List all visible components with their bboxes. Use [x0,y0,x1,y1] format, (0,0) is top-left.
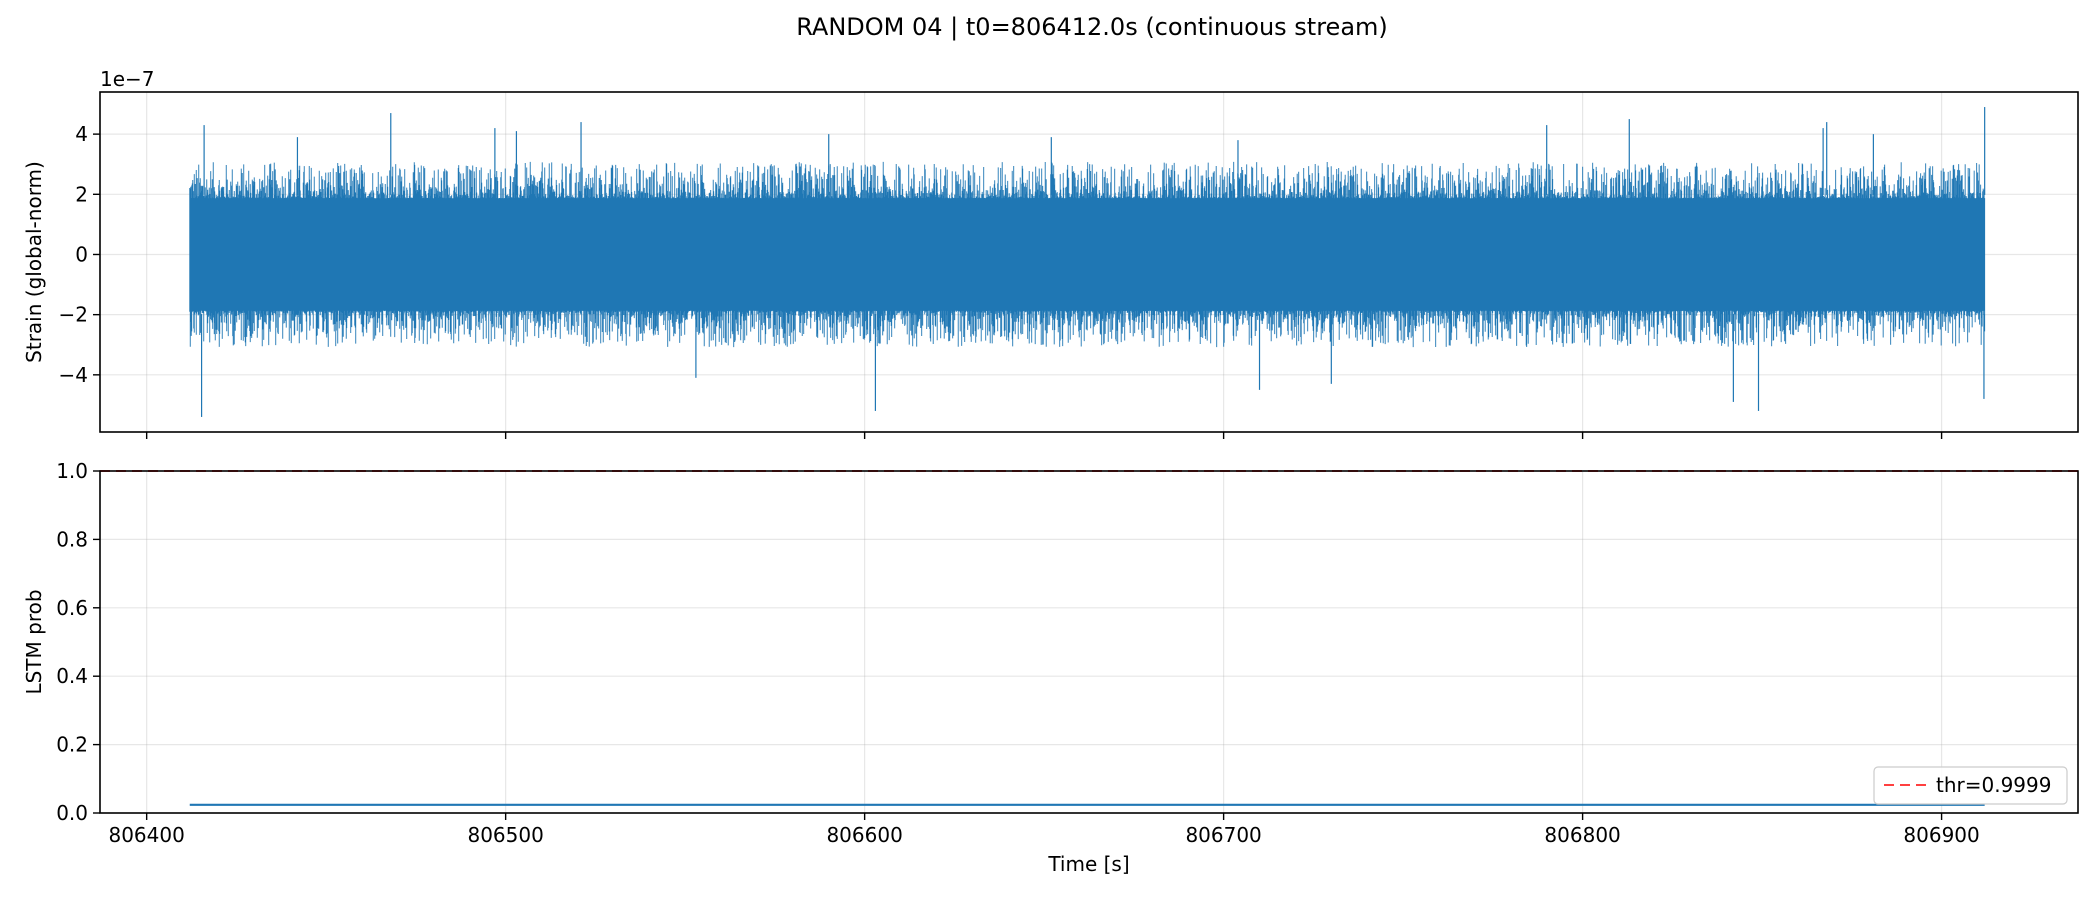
y-tick-label: 0.0 [56,801,88,825]
x-tick-label: 806800 [1544,823,1620,847]
strain-panel: −4 −2 0 2 4 1e−7 Strain (global-norm) [22,67,2079,439]
y-tick-label: 1.0 [56,459,88,483]
x-tick-label: 806600 [826,823,902,847]
lstm-y-ticks: 0.0 0.2 0.4 0.6 0.8 1.0 [56,459,100,825]
legend-box [1873,766,2068,805]
x-tick-label: 806500 [467,823,543,847]
x-tick-label: 806400 [108,823,184,847]
strain-axes-frame [99,91,2079,433]
y-tick-label: 4 [75,122,88,146]
x-tick-label: 806700 [1185,823,1261,847]
legend-threshold-label: thr=0.9999 [1936,773,2051,797]
y-tick-label: 0 [75,242,88,266]
lstm-x-ticks: 806400 806500 806600 806700 806800 806900 [108,813,1980,847]
lstm-y-axis-label: LSTM prob [22,589,46,694]
lstm-axes-frame [99,470,2079,814]
y-tick-label: 0.6 [56,596,88,620]
y-tick-label: 0.2 [56,733,88,757]
strain-trace [189,161,1986,348]
strain-x-ticks [145,432,1943,439]
legend: thr=0.9999 [1873,766,2068,805]
strain-y-ticks: −4 −2 0 2 4 [59,122,100,387]
x-tick-label: 806900 [1903,823,1979,847]
strain-series [189,107,1986,417]
strain-y-axis-label: Strain (global-norm) [22,161,46,363]
strain-offset-label: 1e−7 [100,67,155,91]
lstm-panel: 806400 806500 806600 806700 806800 806900 0.0… [22,459,2079,876]
x-axis-label: Time [s] [1047,852,1129,876]
y-tick-label: −4 [59,363,88,387]
y-tick-label: −2 [59,303,88,327]
y-tick-label: 2 [75,182,88,206]
y-tick-label: 0.4 [56,664,88,688]
figure-title: RANDOM 04 | t0=806412.0s (continuous str… [796,13,1388,41]
y-tick-label: 0.8 [56,527,88,551]
